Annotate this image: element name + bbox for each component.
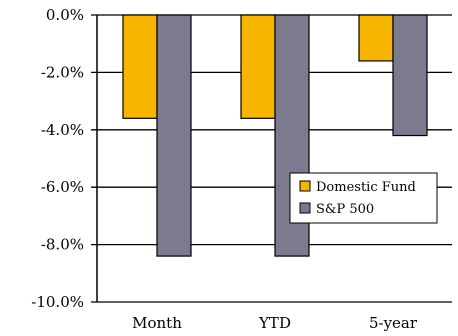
y-tick-label: 0.0% [46,6,84,24]
legend-box [289,172,438,224]
legend-swatch-sp500 [299,202,311,214]
y-tick-label: -8.0% [41,236,84,254]
y-tick-label: -10.0% [31,293,84,311]
bar-sp500 [392,14,428,137]
bar-domestic-fund [358,14,394,62]
y-axis-tick-labels: 0.0% -2.0% -4.0% -6.0% -8.0% -10.0% [31,6,84,311]
y-tick-label: -2.0% [41,63,84,81]
x-category-label: YTD [258,314,291,332]
y-tick-label: -4.0% [41,121,84,139]
bar-domestic-fund [122,14,158,119]
x-category-label: Month [132,314,182,332]
bar-sp500 [156,14,192,257]
legend-label-sp500: S&P 500 [316,202,374,217]
legend: Domestic Fund S&P 500 [289,172,438,224]
y-tick-label: -6.0% [41,178,84,196]
x-category-label: 5-year [369,314,418,332]
legend-label-domestic-fund: Domestic Fund [316,180,416,195]
x-axis-category-labels: Month YTD 5-year [132,314,418,332]
bar-domestic-fund [240,14,276,119]
legend-swatch-domestic-fund [299,180,311,192]
